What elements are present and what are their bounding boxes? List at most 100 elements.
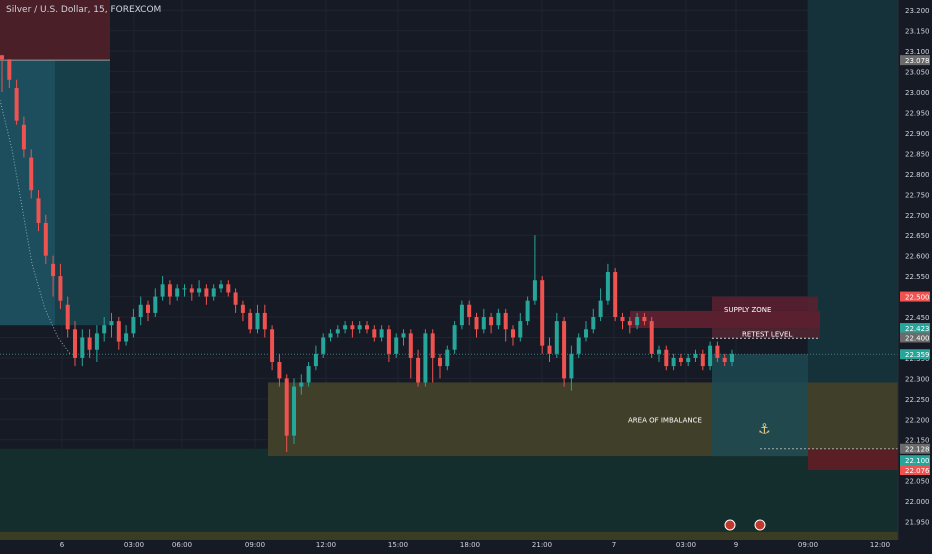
candle-body	[569, 353, 574, 379]
price-label-tag	[900, 349, 930, 360]
candle-body	[116, 321, 121, 342]
candle-body	[496, 312, 501, 326]
candle-body	[365, 325, 369, 330]
candle-body	[503, 312, 508, 330]
candle-body	[109, 321, 114, 326]
candle-body	[270, 329, 275, 363]
candle-body	[262, 312, 267, 330]
price-label-text: 22.400	[905, 334, 930, 342]
price-label-tag	[900, 332, 930, 343]
candle-body	[547, 345, 552, 354]
candle-body	[0, 55, 4, 60]
zone-lower-teal	[0, 448, 898, 532]
candle-body	[58, 276, 63, 301]
candle-body	[379, 329, 384, 338]
price-tick-label: 22.650	[905, 232, 930, 240]
candle-body	[467, 304, 472, 318]
candle-body	[306, 366, 311, 383]
candle-body	[94, 333, 99, 350]
candle-body	[321, 337, 326, 354]
candle-body	[146, 304, 150, 313]
zone-left-teal-inner	[0, 60, 55, 326]
time-tick-label: 12:00	[870, 541, 890, 549]
candle-body	[313, 353, 318, 367]
time-tick-label: 15:00	[388, 541, 408, 549]
candle-body	[700, 353, 705, 367]
price-tick-label: 22.200	[905, 416, 930, 424]
price-label-tag	[900, 291, 930, 302]
candle-body	[51, 263, 56, 277]
time-axis	[0, 540, 932, 550]
price-tick-label: 22.150	[905, 437, 930, 445]
price-tick-label: 21.950	[905, 519, 930, 527]
candle-body	[14, 87, 19, 121]
candle-body	[219, 284, 223, 289]
candle-body	[722, 357, 727, 363]
price-label-text: 22.076	[905, 467, 930, 475]
candle-body	[124, 333, 129, 342]
candle-body	[386, 329, 391, 354]
zone-right-red	[808, 448, 898, 471]
candle-body	[452, 325, 457, 350]
price-tick-label: 22.300	[905, 375, 930, 383]
candle-body	[459, 304, 464, 326]
candle-body	[284, 378, 289, 436]
price-tick-label: 22.600	[905, 253, 930, 261]
candle-body	[65, 304, 70, 330]
candle-body	[481, 317, 486, 330]
candle-body	[131, 317, 136, 334]
candle-body	[671, 357, 676, 367]
candle-body	[430, 333, 435, 358]
candle-body	[394, 337, 399, 354]
price-tick-label: 22.850	[905, 150, 930, 158]
zone-retest	[712, 328, 820, 339]
candle-body	[189, 288, 194, 293]
candle-body	[233, 292, 238, 305]
candle-body	[678, 357, 683, 363]
price-label-tag	[900, 323, 930, 334]
price-label-tag	[900, 465, 930, 476]
zone-bottom-olive	[0, 531, 898, 542]
zone-supply-top	[712, 296, 818, 311]
candle-body	[255, 312, 260, 330]
candle-body	[438, 357, 442, 367]
candle-body	[657, 349, 661, 354]
candle-body	[153, 296, 158, 313]
candle-body	[175, 288, 180, 297]
price-tick-label: 22.550	[905, 273, 930, 281]
annotation-area-of-imbalance: AREA OF IMBALANCE	[628, 416, 702, 424]
time-tick-label: 9	[734, 541, 738, 549]
time-tick-label: 09:00	[245, 541, 265, 549]
candle-body	[554, 321, 559, 354]
candle-body	[211, 288, 216, 297]
candle-body	[642, 317, 647, 322]
price-label-tag	[900, 55, 930, 66]
price-tick-label: 22.250	[905, 396, 930, 404]
time-tick-label: 18:00	[460, 541, 480, 549]
candle-body	[474, 317, 479, 330]
candle-body	[605, 272, 610, 301]
zone-upper-left-red	[0, 0, 110, 61]
candle-body	[518, 321, 523, 338]
candle-body	[73, 329, 77, 358]
candle-body	[277, 362, 282, 379]
candle-body	[664, 349, 669, 367]
time-tick-label: 6	[60, 541, 65, 549]
price-tick-label: 22.900	[905, 130, 930, 138]
price-tick-label: 23.050	[905, 69, 930, 77]
zone-right-teal	[808, 0, 898, 449]
time-tick-label: 7	[612, 541, 616, 549]
price-tick-label: 22.050	[905, 478, 930, 486]
candle-body	[686, 357, 691, 363]
candle-body	[620, 317, 625, 322]
time-tick-label: 09:00	[798, 541, 818, 549]
price-label-text: 23.078	[905, 57, 930, 65]
price-tick-label: 23.150	[905, 28, 930, 36]
candle-body	[197, 288, 202, 293]
candle-body	[693, 353, 698, 358]
candle-body	[36, 198, 41, 223]
candle-body	[292, 386, 296, 436]
time-tick-label: 21:00	[532, 541, 552, 549]
candle-body	[613, 272, 618, 318]
